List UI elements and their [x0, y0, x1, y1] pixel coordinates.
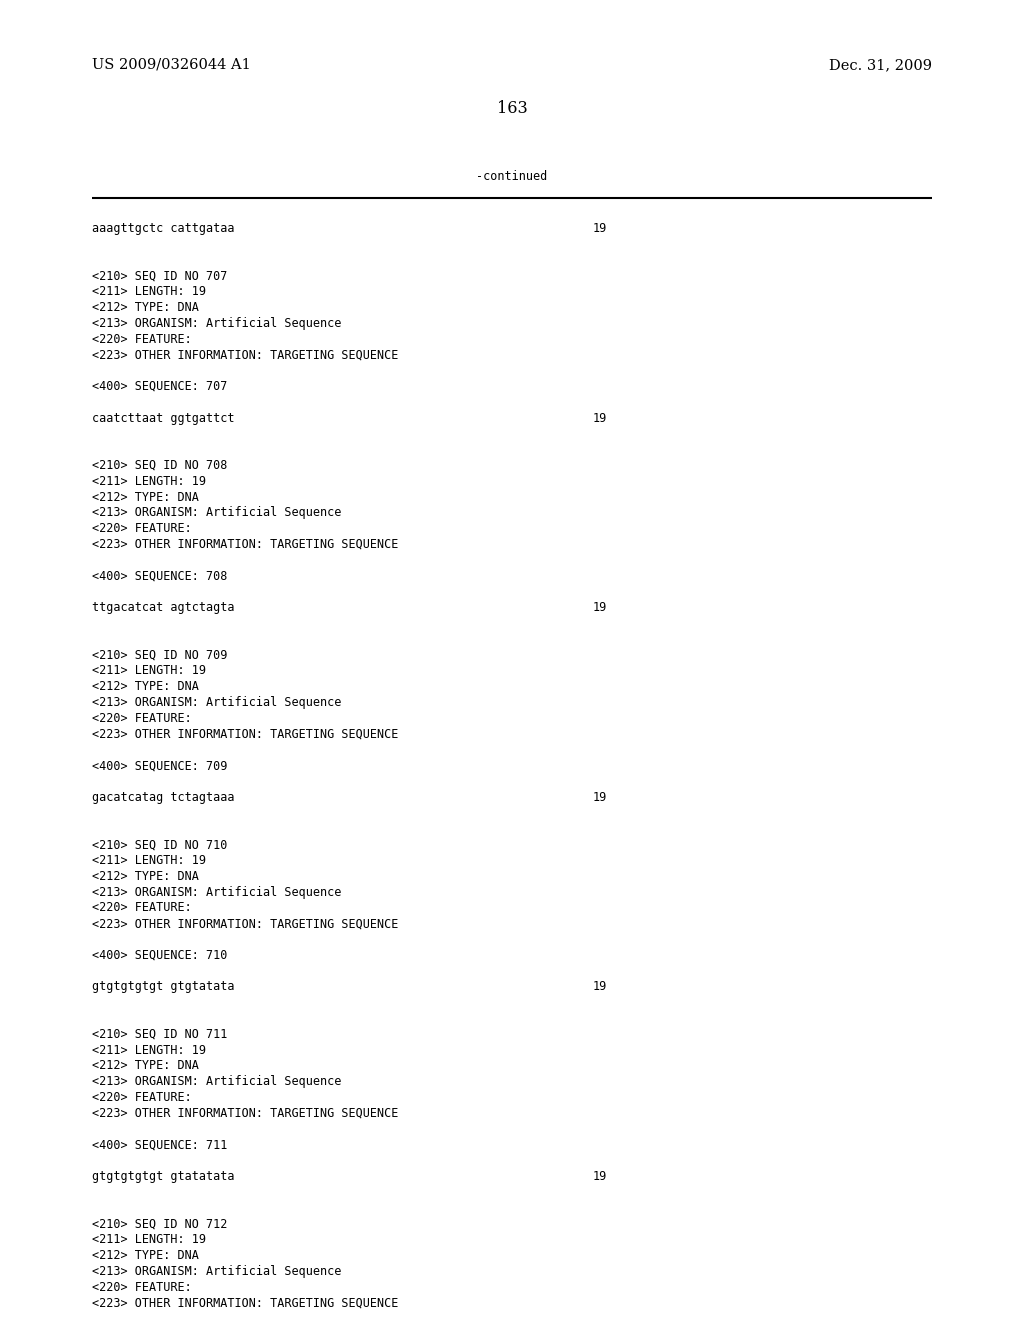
- Text: <213> ORGANISM: Artificial Sequence: <213> ORGANISM: Artificial Sequence: [92, 507, 341, 519]
- Text: Dec. 31, 2009: Dec. 31, 2009: [829, 58, 932, 73]
- Text: <211> LENGTH: 19: <211> LENGTH: 19: [92, 664, 206, 677]
- Text: aaagttgctc cattgataa: aaagttgctc cattgataa: [92, 222, 234, 235]
- Text: 163: 163: [497, 100, 527, 117]
- Text: <212> TYPE: DNA: <212> TYPE: DNA: [92, 491, 199, 504]
- Text: <213> ORGANISM: Artificial Sequence: <213> ORGANISM: Artificial Sequence: [92, 317, 341, 330]
- Text: <211> LENGTH: 19: <211> LENGTH: 19: [92, 475, 206, 488]
- Text: <210> SEQ ID NO 711: <210> SEQ ID NO 711: [92, 1028, 227, 1040]
- Text: <400> SEQUENCE: 709: <400> SEQUENCE: 709: [92, 759, 227, 772]
- Text: <220> FEATURE:: <220> FEATURE:: [92, 523, 191, 535]
- Text: <213> ORGANISM: Artificial Sequence: <213> ORGANISM: Artificial Sequence: [92, 886, 341, 899]
- Text: ttgacatcat agtctagta: ttgacatcat agtctagta: [92, 601, 234, 614]
- Text: <210> SEQ ID NO 710: <210> SEQ ID NO 710: [92, 838, 227, 851]
- Text: <210> SEQ ID NO 707: <210> SEQ ID NO 707: [92, 269, 227, 282]
- Text: <213> ORGANISM: Artificial Sequence: <213> ORGANISM: Artificial Sequence: [92, 696, 341, 709]
- Text: <212> TYPE: DNA: <212> TYPE: DNA: [92, 1249, 199, 1262]
- Text: <400> SEQUENCE: 710: <400> SEQUENCE: 710: [92, 949, 227, 962]
- Text: -continued: -continued: [476, 170, 548, 183]
- Text: 19: 19: [593, 601, 607, 614]
- Text: gtgtgtgtgt gtgtatata: gtgtgtgtgt gtgtatata: [92, 981, 234, 994]
- Text: 19: 19: [593, 412, 607, 425]
- Text: <220> FEATURE:: <220> FEATURE:: [92, 1092, 191, 1104]
- Text: gtgtgtgtgt gtatatata: gtgtgtgtgt gtatatata: [92, 1170, 234, 1183]
- Text: <211> LENGTH: 19: <211> LENGTH: 19: [92, 1233, 206, 1246]
- Text: <400> SEQUENCE: 708: <400> SEQUENCE: 708: [92, 570, 227, 582]
- Text: <210> SEQ ID NO 712: <210> SEQ ID NO 712: [92, 1217, 227, 1230]
- Text: US 2009/0326044 A1: US 2009/0326044 A1: [92, 58, 251, 73]
- Text: <211> LENGTH: 19: <211> LENGTH: 19: [92, 285, 206, 298]
- Text: <211> LENGTH: 19: <211> LENGTH: 19: [92, 1044, 206, 1056]
- Text: <223> OTHER INFORMATION: TARGETING SEQUENCE: <223> OTHER INFORMATION: TARGETING SEQUE…: [92, 539, 398, 550]
- Text: <223> OTHER INFORMATION: TARGETING SEQUENCE: <223> OTHER INFORMATION: TARGETING SEQUE…: [92, 1296, 398, 1309]
- Text: <220> FEATURE:: <220> FEATURE:: [92, 1280, 191, 1294]
- Text: <211> LENGTH: 19: <211> LENGTH: 19: [92, 854, 206, 867]
- Text: <212> TYPE: DNA: <212> TYPE: DNA: [92, 1060, 199, 1072]
- Text: 19: 19: [593, 1170, 607, 1183]
- Text: 19: 19: [593, 222, 607, 235]
- Text: <220> FEATURE:: <220> FEATURE:: [92, 902, 191, 915]
- Text: <212> TYPE: DNA: <212> TYPE: DNA: [92, 301, 199, 314]
- Text: 19: 19: [593, 981, 607, 994]
- Text: <400> SEQUENCE: 707: <400> SEQUENCE: 707: [92, 380, 227, 393]
- Text: caatcttaat ggtgattct: caatcttaat ggtgattct: [92, 412, 234, 425]
- Text: <213> ORGANISM: Artificial Sequence: <213> ORGANISM: Artificial Sequence: [92, 1265, 341, 1278]
- Text: <223> OTHER INFORMATION: TARGETING SEQUENCE: <223> OTHER INFORMATION: TARGETING SEQUE…: [92, 917, 398, 931]
- Text: <220> FEATURE:: <220> FEATURE:: [92, 711, 191, 725]
- Text: <223> OTHER INFORMATION: TARGETING SEQUENCE: <223> OTHER INFORMATION: TARGETING SEQUE…: [92, 727, 398, 741]
- Text: <210> SEQ ID NO 708: <210> SEQ ID NO 708: [92, 459, 227, 473]
- Text: <212> TYPE: DNA: <212> TYPE: DNA: [92, 870, 199, 883]
- Text: <220> FEATURE:: <220> FEATURE:: [92, 333, 191, 346]
- Text: <210> SEQ ID NO 709: <210> SEQ ID NO 709: [92, 648, 227, 661]
- Text: <213> ORGANISM: Artificial Sequence: <213> ORGANISM: Artificial Sequence: [92, 1076, 341, 1088]
- Text: 19: 19: [593, 791, 607, 804]
- Text: gacatcatag tctagtaaa: gacatcatag tctagtaaa: [92, 791, 234, 804]
- Text: <223> OTHER INFORMATION: TARGETING SEQUENCE: <223> OTHER INFORMATION: TARGETING SEQUE…: [92, 348, 398, 362]
- Text: <223> OTHER INFORMATION: TARGETING SEQUENCE: <223> OTHER INFORMATION: TARGETING SEQUE…: [92, 1106, 398, 1119]
- Text: <400> SEQUENCE: 711: <400> SEQUENCE: 711: [92, 1138, 227, 1151]
- Text: <212> TYPE: DNA: <212> TYPE: DNA: [92, 680, 199, 693]
